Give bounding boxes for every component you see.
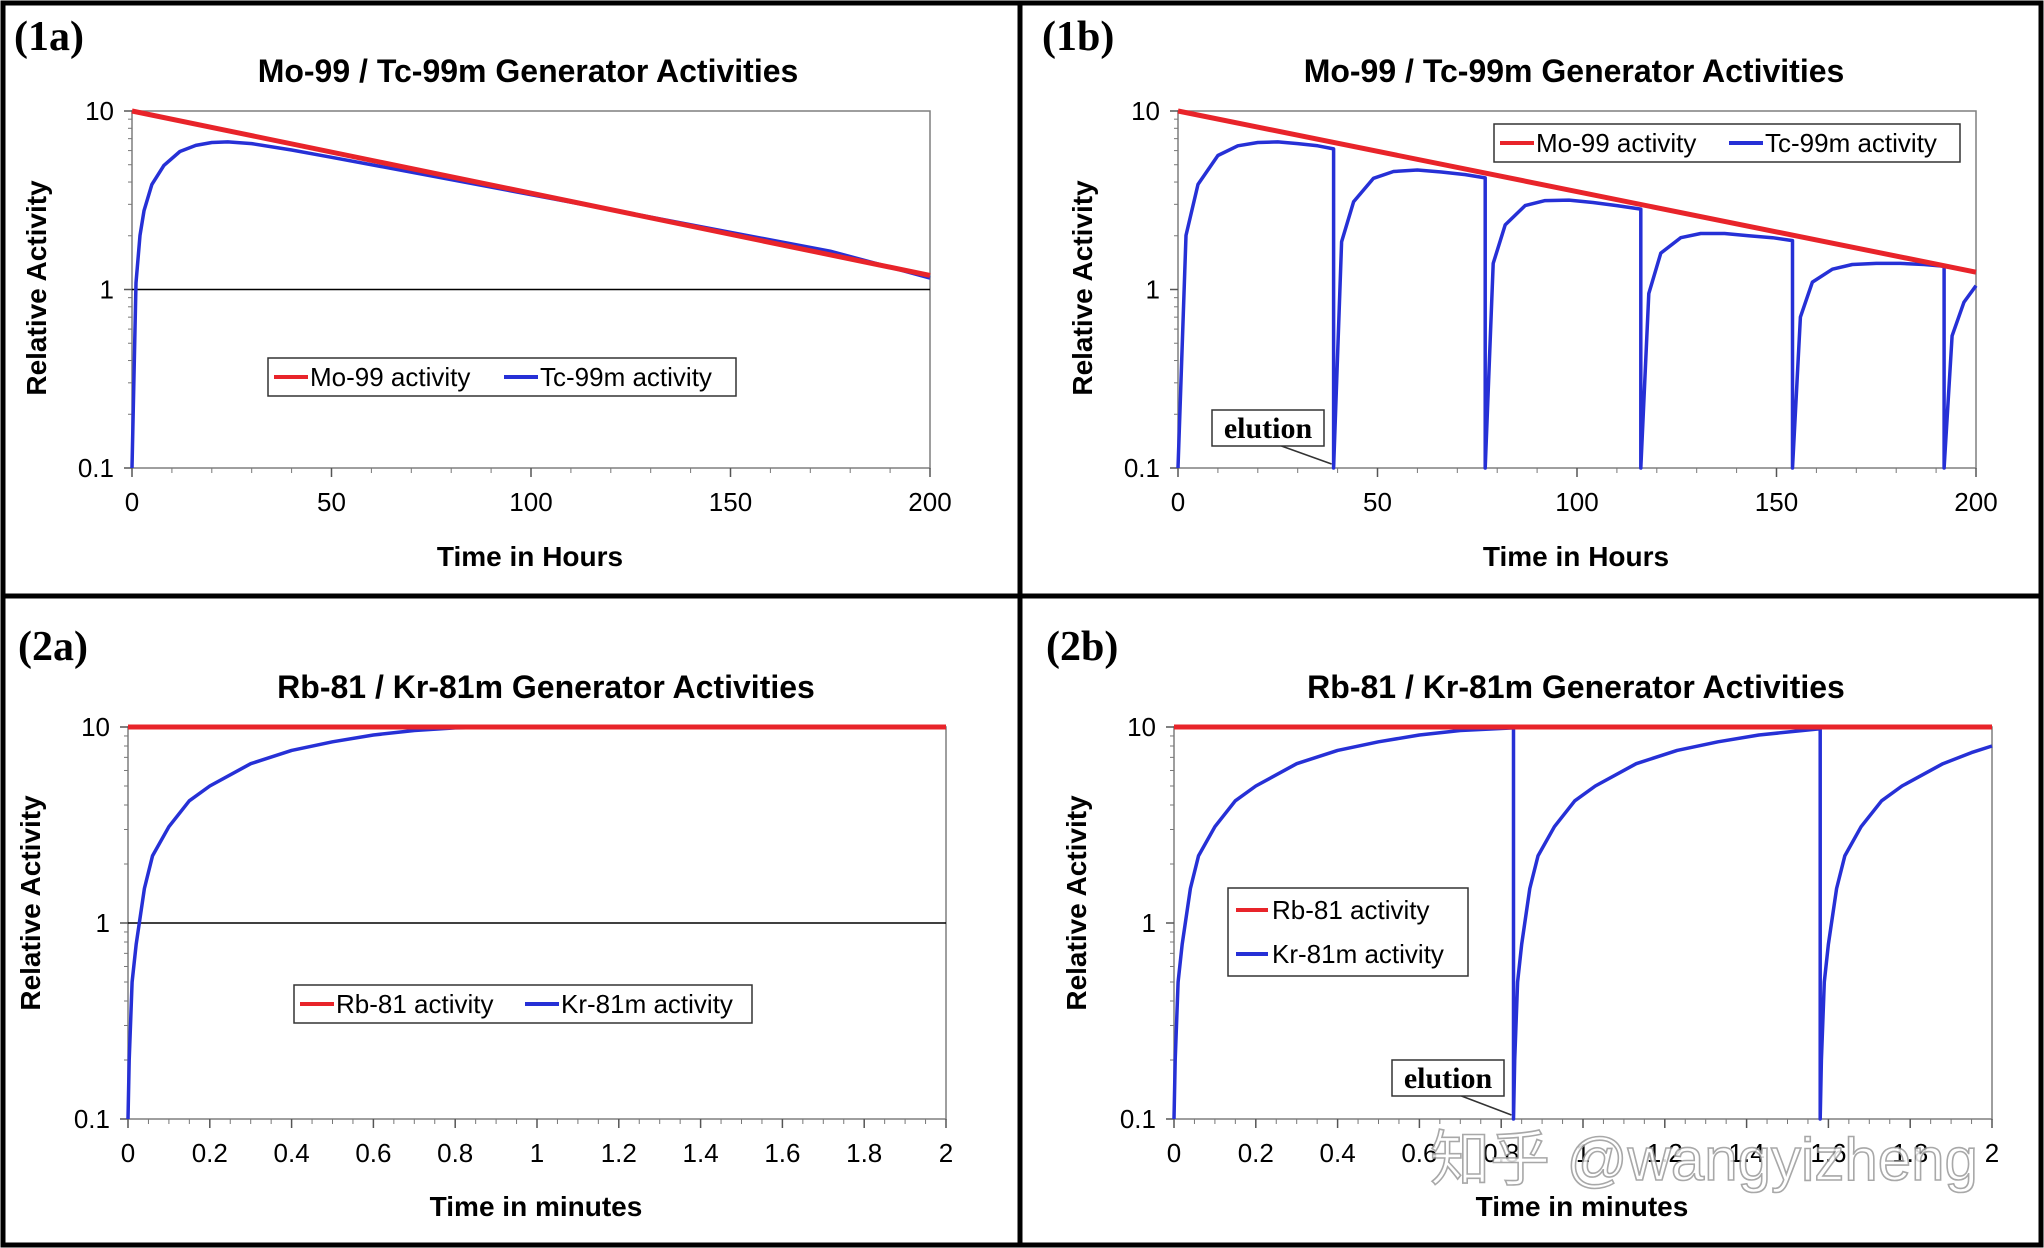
x-tick-label: 150 bbox=[709, 487, 752, 517]
y-tick-label: 10 bbox=[85, 96, 114, 126]
y-axis-label: Relative Activity bbox=[1061, 795, 1092, 1011]
chart-title: Mo-99 / Tc-99m Generator Activities bbox=[258, 53, 799, 89]
y-tick-label: 1 bbox=[100, 275, 114, 305]
elution-pointer bbox=[1461, 1095, 1512, 1116]
legend-label: Kr-81m activity bbox=[561, 989, 733, 1019]
x-tick-label: 1.6 bbox=[1810, 1138, 1846, 1168]
x-tick-label: 0.4 bbox=[274, 1138, 310, 1168]
legend-label: Mo-99 activity bbox=[310, 362, 470, 392]
legend-label: Tc-99m activity bbox=[540, 362, 712, 392]
x-tick-label: 50 bbox=[317, 487, 346, 517]
y-tick-label: 0.1 bbox=[1120, 1104, 1156, 1134]
elution-pointer bbox=[1281, 445, 1332, 465]
x-tick-label: 0.4 bbox=[1320, 1138, 1356, 1168]
x-tick-label: 2 bbox=[939, 1138, 953, 1168]
legend-label: Rb-81 activity bbox=[1272, 895, 1430, 925]
series-daughter-line bbox=[1176, 140, 1978, 470]
legend-box bbox=[1493, 123, 1961, 163]
legend-box bbox=[1227, 887, 1469, 977]
chart-panel: (1b) Mo-99 / Tc-99m Generator Activities 0… bbox=[1042, 14, 1998, 572]
legend-box bbox=[293, 984, 753, 1024]
x-tick-label: 200 bbox=[1954, 487, 1997, 517]
x-axis-label: Time in minutes bbox=[1476, 1191, 1689, 1222]
x-tick-label: 0.2 bbox=[1238, 1138, 1274, 1168]
y-axis-label: Relative Activity bbox=[15, 795, 46, 1011]
plot-area bbox=[1177, 110, 1977, 469]
y-tick-label: 10 bbox=[1131, 96, 1160, 126]
y-tick-label: 1 bbox=[96, 908, 110, 938]
x-tick-label: 150 bbox=[1755, 487, 1798, 517]
y-axis-label: Relative Activity bbox=[1067, 180, 1098, 396]
x-axis-label: Time in Hours bbox=[1483, 541, 1669, 572]
legend-label: Tc-99m activity bbox=[1765, 128, 1937, 158]
y-tick-label: 0.1 bbox=[74, 1104, 110, 1134]
chart-title: Mo-99 / Tc-99m Generator Activities bbox=[1304, 53, 1845, 89]
y-tick-label: 10 bbox=[81, 712, 110, 742]
x-tick-label: 100 bbox=[1555, 487, 1598, 517]
elution-label: elution bbox=[1224, 412, 1313, 445]
x-tick-label: 200 bbox=[908, 487, 951, 517]
chart-panel: (2a) Rb-81 / Kr-81m Generator Activities 0… bbox=[15, 624, 953, 1222]
x-tick-label: 0.8 bbox=[1483, 1138, 1519, 1168]
x-tick-label: 1.8 bbox=[846, 1138, 882, 1168]
elution-label-box bbox=[1211, 409, 1325, 447]
panel-tag: (2b) bbox=[1046, 624, 1118, 670]
y-tick-label: 10 bbox=[1127, 712, 1156, 742]
legend-label: Mo-99 activity bbox=[1536, 128, 1696, 158]
x-tick-label: 0.6 bbox=[1401, 1138, 1437, 1168]
legend: Rb-81 activity Kr-81m activity bbox=[293, 984, 753, 1024]
x-tick-label: 0.6 bbox=[355, 1138, 391, 1168]
x-tick-label: 0.2 bbox=[192, 1138, 228, 1168]
x-tick-label: 0 bbox=[125, 487, 139, 517]
legend: Mo-99 activity Tc-99m activity bbox=[267, 357, 737, 397]
x-axis-label: Time in Hours bbox=[437, 541, 623, 572]
series-daughter-line bbox=[1172, 726, 1993, 1121]
x-tick-label: 100 bbox=[509, 487, 552, 517]
x-tick-label: 1 bbox=[530, 1138, 544, 1168]
legend: Rb-81 activity Kr-81m activity bbox=[1227, 887, 1469, 977]
x-tick-label: 1.4 bbox=[1729, 1138, 1765, 1168]
series-parent-line bbox=[1177, 108, 1977, 275]
legend-box bbox=[267, 357, 737, 397]
x-tick-label: 2 bbox=[1985, 1138, 1999, 1168]
panel-tag: (1a) bbox=[14, 14, 84, 60]
legend-label: Kr-81m activity bbox=[1272, 939, 1444, 969]
chart-title: Rb-81 / Kr-81m Generator Activities bbox=[1307, 669, 1845, 705]
panel-tag: (2a) bbox=[18, 624, 88, 670]
x-tick-label: 50 bbox=[1363, 487, 1392, 517]
x-tick-label: 0 bbox=[121, 1138, 135, 1168]
y-tick-label: 1 bbox=[1142, 908, 1156, 938]
x-tick-label: 1.2 bbox=[1647, 1138, 1683, 1168]
y-tick-label: 0.1 bbox=[1124, 453, 1160, 483]
elution-label: elution bbox=[1404, 1062, 1493, 1095]
panel-tag: (1b) bbox=[1042, 14, 1114, 60]
chart-title: Rb-81 / Kr-81m Generator Activities bbox=[277, 669, 815, 705]
chart-panel: (2b) Rb-81 / Kr-81m Generator Activities 0… bbox=[1046, 624, 1999, 1222]
y-tick-label: 0.1 bbox=[78, 453, 114, 483]
legend: Mo-99 activity Tc-99m activity bbox=[1493, 123, 1961, 163]
elution-label-box bbox=[1391, 1059, 1505, 1097]
y-axis-label: Relative Activity bbox=[21, 180, 52, 396]
x-tick-label: 1.8 bbox=[1892, 1138, 1928, 1168]
x-axis-label: Time in minutes bbox=[430, 1191, 643, 1222]
x-tick-label: 1 bbox=[1576, 1138, 1590, 1168]
series-parent-line bbox=[131, 108, 931, 278]
x-tick-label: 1.6 bbox=[764, 1138, 800, 1168]
x-tick-label: 0 bbox=[1167, 1138, 1181, 1168]
y-tick-label: 1 bbox=[1146, 275, 1160, 305]
x-tick-label: 1.4 bbox=[683, 1138, 719, 1168]
x-tick-label: 0.8 bbox=[437, 1138, 473, 1168]
chart-panel: (1a) Mo-99 / Tc-99m Generator Activities 0… bbox=[14, 14, 952, 572]
legend-label: Rb-81 activity bbox=[336, 989, 494, 1019]
x-tick-label: 1.2 bbox=[601, 1138, 637, 1168]
watermark: 知乎 @wangyizheng bbox=[1430, 1126, 1978, 1193]
x-tick-label: 0 bbox=[1171, 487, 1185, 517]
